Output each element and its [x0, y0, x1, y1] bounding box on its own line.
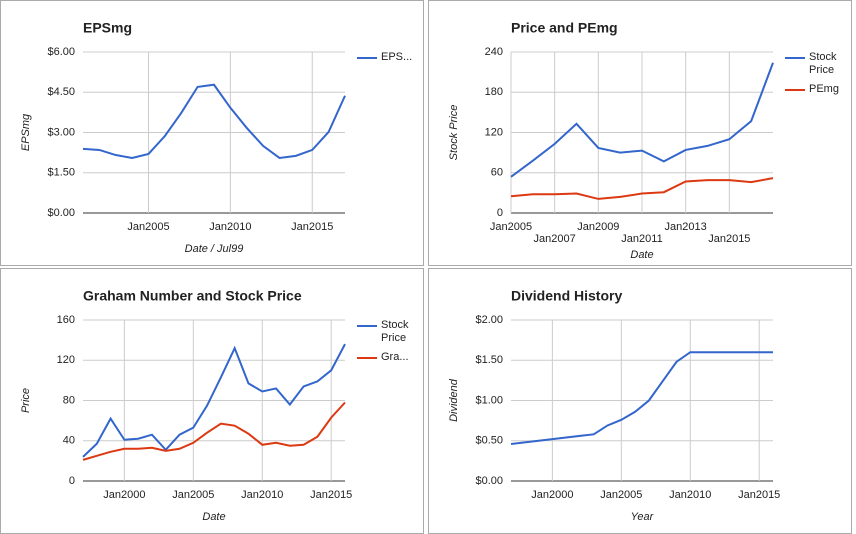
series-line	[510, 62, 774, 178]
y-tick-label: 160	[57, 314, 75, 326]
series-line	[82, 83, 346, 160]
y-tick-label: 180	[485, 86, 503, 98]
y-tick-label: $0.50	[475, 435, 503, 447]
legend-label: Stock Price	[809, 51, 837, 76]
y-tick-label: $0.00	[475, 475, 503, 487]
x-tick-label: Jan2009	[577, 221, 619, 233]
legend-swatch	[357, 357, 377, 359]
x-tick-label: Jan2011	[621, 233, 662, 245]
y-tick-label: $6.00	[47, 46, 75, 58]
chart-panel: Dividend History Dividend $0.00 $0.50 $1.00 $…	[428, 268, 852, 534]
chart-panel: EPSmg EPSmg $0.00 $1.50 $3.00 $4.50 $6.00 Jan20…	[0, 0, 424, 266]
x-tick-label: Jan2010	[669, 489, 711, 501]
x-tick-label: Jan2010	[241, 489, 283, 501]
legend-swatch	[357, 57, 377, 59]
series-line	[510, 177, 774, 200]
x-axis-title: Date	[630, 249, 653, 261]
x-tick-label: Jan2007	[534, 233, 576, 245]
y-tick-label: $1.00	[475, 394, 503, 406]
x-tick-label: Jan2015	[310, 489, 352, 501]
chart-title: EPSmg	[83, 20, 132, 36]
x-axis-title: Year	[631, 511, 655, 523]
x-tick-label: Jan2000	[103, 489, 145, 501]
y-tick-label: $2.00	[475, 314, 503, 326]
y-axis-title: Stock Price	[448, 105, 460, 161]
legend-item: PEmg	[781, 83, 847, 96]
x-tick-label: Jan2013	[665, 221, 707, 233]
legend-swatch	[785, 57, 805, 59]
legend: EPS...	[353, 51, 419, 70]
legend-label: Gra...	[381, 351, 409, 363]
legend-swatch	[357, 325, 377, 327]
legend-swatch	[785, 89, 805, 91]
legend-label: EPS...	[381, 51, 413, 63]
legend-item: EPS...	[353, 51, 419, 64]
y-tick-label: 0	[497, 207, 503, 219]
x-tick-label: Jan2015	[291, 221, 333, 233]
y-tick-label: 240	[485, 46, 503, 58]
y-tick-label: 40	[63, 435, 75, 447]
series-line	[510, 351, 773, 445]
y-tick-label: 120	[57, 354, 75, 366]
series-line	[82, 401, 346, 461]
chart-title: Dividend History	[511, 288, 622, 304]
x-tick-label: Jan2005	[172, 489, 214, 501]
y-tick-label: $4.50	[47, 86, 75, 98]
chart-panel: Price and PEmg Stock Price 0 60 120 180 240 Jan…	[428, 0, 852, 266]
y-tick-label: 120	[485, 126, 503, 138]
y-axis-title: Dividend	[448, 378, 460, 422]
x-tick-label: Jan2005	[600, 489, 642, 501]
chart-panel: Graham Number and Stock Price Price 0 40 80 1…	[0, 268, 424, 534]
x-tick-label: Jan2015	[738, 489, 780, 501]
legend-label: Stock Price	[381, 319, 409, 344]
x-tick-label: Jan2005	[127, 221, 169, 233]
chart: Graham Number and Stock Price Price 0 40 80 1…	[20, 288, 352, 523]
chart: Price and PEmg Stock Price 0 60 120 180 240 Jan…	[448, 20, 774, 261]
y-tick-label: $3.00	[47, 126, 75, 138]
x-axis-title: Date / Jul99	[185, 243, 244, 255]
legend-item: Gra...	[353, 351, 419, 364]
chart-title: Price and PEmg	[511, 20, 618, 36]
legend-item: Stock Price	[781, 51, 847, 77]
legend: Stock Price PEmg	[781, 51, 847, 102]
y-tick-label: 0	[69, 475, 75, 487]
y-tick-label: 60	[491, 167, 503, 179]
chart-title: Graham Number and Stock Price	[83, 288, 302, 304]
legend-label: PEmg	[809, 83, 839, 95]
y-axis-title: EPSmg	[20, 113, 32, 151]
y-tick-label: $0.00	[47, 207, 75, 219]
y-tick-label: $1.50	[47, 167, 75, 179]
y-tick-label: 80	[63, 394, 75, 406]
legend: Stock Price Gra...	[353, 319, 419, 370]
y-tick-label: $1.50	[475, 354, 503, 366]
series-line	[82, 343, 346, 458]
x-tick-label: Jan2000	[531, 489, 573, 501]
y-axis-title: Price	[20, 388, 32, 413]
x-axis-title: Date	[202, 511, 225, 523]
chart: EPSmg EPSmg $0.00 $1.50 $3.00 $4.50 $6.00 Jan20…	[20, 20, 346, 255]
legend-item: Stock Price	[353, 319, 419, 345]
x-tick-label: Jan2015	[708, 233, 750, 245]
x-tick-label: Jan2005	[490, 221, 532, 233]
chart: Dividend History Dividend $0.00 $0.50 $1.00 $…	[448, 288, 780, 523]
x-tick-label: Jan2010	[209, 221, 251, 233]
